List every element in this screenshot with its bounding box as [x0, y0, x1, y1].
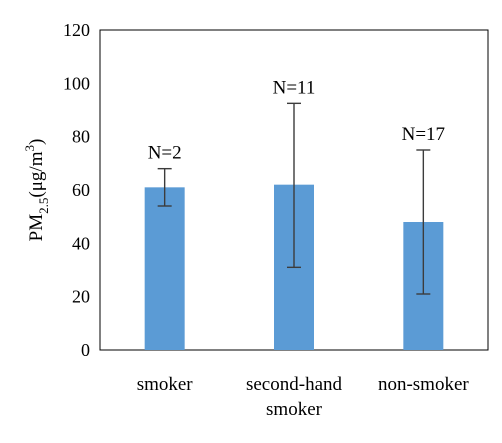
error-bar: [157, 167, 172, 207]
data-label: N=17: [402, 124, 445, 145]
y-tick-label: 80: [72, 127, 90, 147]
y-tick-label: 20: [72, 287, 90, 307]
y-axis-ticks: 0 20 40 60 80 100 120: [63, 20, 90, 360]
y-tick-label: 100: [63, 73, 90, 93]
x-category-label: smoker: [266, 399, 323, 420]
x-category-label: non-smoker: [378, 374, 469, 395]
error-bar: [287, 102, 301, 269]
data-labels: N=2 N=11 N=17: [148, 77, 445, 163]
y-tick-label: 60: [72, 180, 90, 200]
x-axis-categories: smoker second-hand smoker non-smoker: [137, 374, 470, 420]
error-bar: [416, 149, 431, 295]
y-tick-label: 120: [63, 20, 90, 40]
x-category-label: second-hand: [246, 374, 343, 395]
x-category-label: smoker: [137, 374, 194, 395]
data-label: N=11: [273, 77, 316, 98]
bar: [144, 187, 185, 350]
error-bars: [157, 102, 431, 295]
data-label: N=2: [148, 143, 182, 164]
y-tick-label: 0: [81, 340, 90, 360]
y-tick-label: 40: [72, 233, 90, 253]
y-axis-label: PM2.5(μg/m3): [22, 139, 51, 242]
